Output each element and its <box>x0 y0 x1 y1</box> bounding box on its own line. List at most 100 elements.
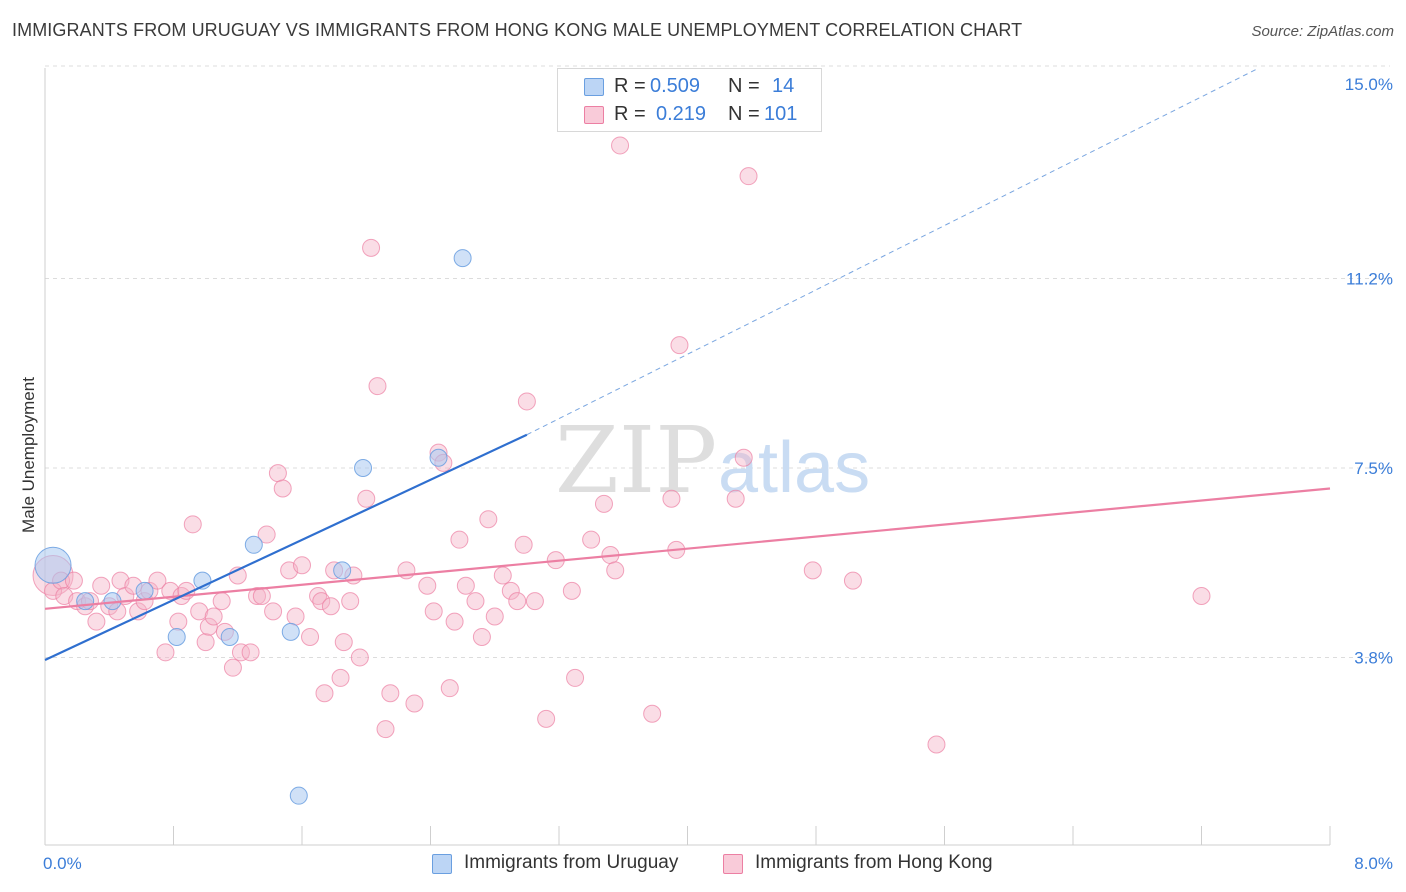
trend-lines <box>44 68 1331 661</box>
hongkong-point <box>582 530 601 549</box>
uruguay-point <box>453 249 472 268</box>
legend-row-uruguay: R = 0.509 N = 14 <box>558 72 821 100</box>
hongkong-point <box>381 684 400 703</box>
uruguay-point <box>429 448 448 467</box>
uruguay-point <box>281 622 300 641</box>
hongkong-point <box>405 694 424 713</box>
correlation-legend: R = 0.509 N = 14 R = 0.219 N = 101 <box>557 68 822 132</box>
hongkong-point <box>726 489 745 508</box>
r-value: 0.219 <box>656 103 707 125</box>
hongkong-point <box>64 571 83 590</box>
chart-title: IMMIGRANTS FROM URUGUAY VS IMMIGRANTS FR… <box>12 20 1023 40</box>
uruguay-point <box>289 786 308 805</box>
r-label: R = <box>614 103 646 125</box>
hongkong-point <box>485 607 504 626</box>
hongkong-point <box>321 597 340 616</box>
uruguay-legend-swatch <box>432 854 452 874</box>
hongkong-points <box>32 136 1211 754</box>
hongkong-trend-line <box>44 487 1331 610</box>
hongkong-point <box>204 607 223 626</box>
legend-row-hongkong: R = 0.219 N = 101 <box>558 100 821 128</box>
hongkong-point <box>456 576 475 595</box>
hongkong-point <box>440 679 459 698</box>
hongkong-point <box>514 535 533 554</box>
hongkong-point <box>315 684 334 703</box>
x-tick-labels: 0.0% 8.0% <box>43 854 1393 873</box>
hongkong-point <box>273 479 292 498</box>
grid-lines <box>45 65 1390 658</box>
hongkong-point <box>231 643 250 662</box>
hongkong-point <box>472 627 491 646</box>
hongkong-point <box>739 167 758 186</box>
hongkong-point <box>927 735 946 754</box>
hongkong-point <box>190 602 209 621</box>
hongkong-point <box>286 607 305 626</box>
hongkong-point <box>183 515 202 534</box>
hongkong-point <box>525 592 544 611</box>
y-tick-labels: 3.8% 7.5% 11.2% 15.0% <box>1345 75 1393 667</box>
y-tick-label: 7.5% <box>1354 459 1393 478</box>
uruguay-point <box>135 581 154 600</box>
hongkong-point <box>241 643 260 662</box>
hongkong-point <box>148 571 167 590</box>
y-tick-label: 11.2% <box>1346 270 1393 289</box>
uruguay-point <box>167 627 186 646</box>
hongkong-point <box>479 510 498 529</box>
hongkong-point <box>341 592 360 611</box>
hongkong-point <box>843 571 862 590</box>
hongkong-point <box>169 612 188 631</box>
uruguay-trend-extension <box>526 68 1258 436</box>
hongkong-point <box>87 612 106 631</box>
hongkong-point <box>309 587 328 605</box>
hongkong-point <box>312 592 331 611</box>
hongkong-point <box>670 336 689 355</box>
y-tick-label: 3.8% <box>1354 648 1393 667</box>
uruguay-point <box>34 546 72 584</box>
hongkong-point <box>357 489 376 508</box>
hongkong-point <box>424 602 443 621</box>
hongkong-point <box>376 720 395 739</box>
hongkong-point <box>466 592 485 611</box>
series-legend: Immigrants from Uruguay Immigrants from … <box>0 852 1406 878</box>
hongkong-point <box>1192 587 1211 605</box>
r-value: 0.509 <box>650 75 701 97</box>
n-value: 14 <box>772 75 795 97</box>
hongkong-point <box>803 561 822 580</box>
hongkong-point <box>334 633 353 652</box>
hongkong-point <box>92 576 111 595</box>
hongkong-swatch <box>584 106 604 124</box>
uruguay-point <box>333 561 352 580</box>
hongkong-point <box>362 238 381 257</box>
hongkong-point <box>257 525 276 544</box>
hongkong-point <box>501 581 520 600</box>
uruguay-point <box>244 535 263 554</box>
hongkong-point <box>199 617 218 636</box>
uruguay-swatch <box>584 78 604 96</box>
hongkong-point <box>331 668 350 687</box>
hongkong-legend-label: Immigrants from Hong Kong <box>755 852 993 873</box>
hongkong-point <box>611 136 630 155</box>
hongkong-point <box>248 587 267 605</box>
hongkong-point <box>594 494 613 513</box>
hongkong-point <box>662 489 681 508</box>
x-tick-label: 0.0% <box>43 854 82 873</box>
hongkong-point <box>350 648 369 667</box>
hongkong-point <box>606 561 625 580</box>
hongkong-point <box>156 643 175 662</box>
hongkong-point <box>264 602 283 621</box>
uruguay-point <box>354 459 373 477</box>
n-label: N = <box>728 103 760 125</box>
hongkong-point <box>212 592 231 611</box>
hongkong-point <box>537 709 556 728</box>
hongkong-point <box>493 566 512 585</box>
hongkong-point <box>450 530 469 549</box>
n-value: 101 <box>764 103 798 125</box>
hongkong-point <box>508 592 527 611</box>
axes <box>44 68 1331 846</box>
hongkong-point <box>643 704 662 723</box>
r-label: R = <box>614 75 646 97</box>
hongkong-point <box>223 658 242 677</box>
uruguay-points <box>34 249 472 805</box>
hongkong-point <box>734 448 753 467</box>
y-tick-label: 15.0% <box>1345 75 1393 94</box>
